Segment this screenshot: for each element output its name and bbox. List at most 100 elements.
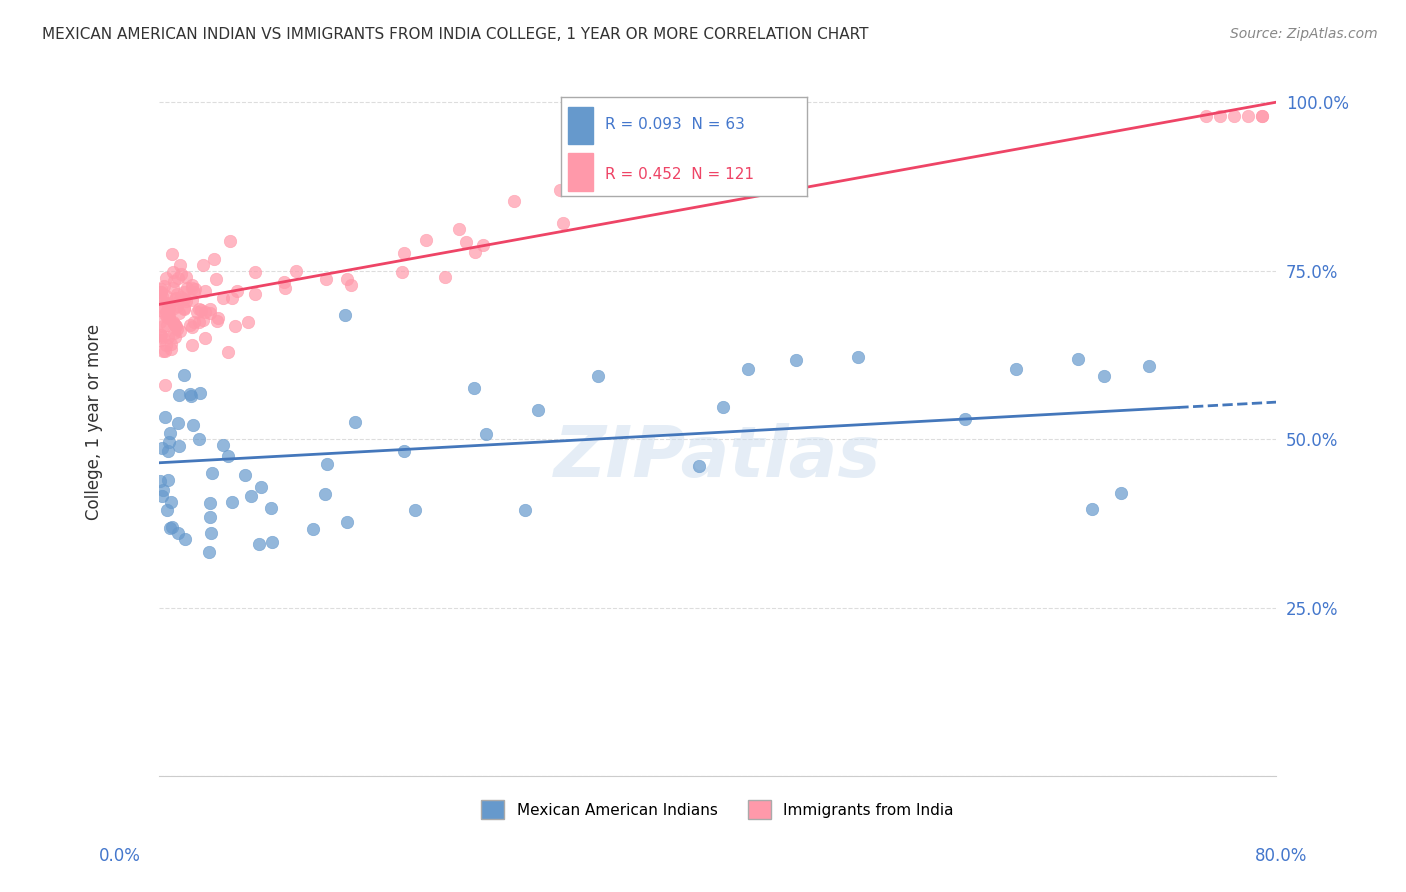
Point xyxy=(152,301,174,315)
Point xyxy=(179,318,201,333)
Point xyxy=(149,285,172,300)
Point xyxy=(336,272,359,286)
Point xyxy=(391,265,413,279)
Point xyxy=(157,311,180,326)
Point xyxy=(207,310,229,325)
Point xyxy=(273,275,295,289)
Text: Source: ZipAtlas.com: Source: ZipAtlas.com xyxy=(1230,27,1378,41)
Point xyxy=(953,412,976,426)
Point xyxy=(243,287,266,301)
Point xyxy=(240,489,263,503)
Point xyxy=(250,479,273,493)
Point xyxy=(688,458,710,473)
Point xyxy=(181,281,204,295)
Point xyxy=(188,302,211,317)
Point xyxy=(162,281,184,295)
Y-axis label: College, 1 year or more: College, 1 year or more xyxy=(86,325,103,520)
Point xyxy=(187,315,209,329)
Point xyxy=(225,284,247,298)
Point xyxy=(165,318,187,333)
Point xyxy=(472,237,495,252)
Point xyxy=(184,282,207,296)
Point xyxy=(152,344,174,359)
Point xyxy=(1237,109,1260,123)
Text: 80.0%: 80.0% xyxy=(1256,847,1308,865)
Point xyxy=(179,387,201,401)
Point xyxy=(153,378,176,392)
Point xyxy=(190,385,212,400)
Point xyxy=(149,315,172,329)
Point xyxy=(464,244,486,259)
Point xyxy=(273,281,295,295)
Point xyxy=(433,270,456,285)
Point xyxy=(217,345,239,359)
Point xyxy=(163,301,186,316)
Point xyxy=(150,489,173,503)
Point xyxy=(247,537,270,551)
Point xyxy=(315,272,337,286)
Point xyxy=(150,289,173,303)
Point xyxy=(785,352,807,367)
Point xyxy=(1139,359,1161,374)
Point xyxy=(169,306,191,320)
Point xyxy=(392,245,415,260)
Point xyxy=(167,388,190,402)
Point xyxy=(174,294,197,309)
Point xyxy=(221,495,243,509)
Point xyxy=(181,277,204,292)
Point xyxy=(157,301,180,316)
Point xyxy=(183,315,205,329)
Point xyxy=(200,496,222,510)
Point xyxy=(149,328,172,343)
Point xyxy=(149,285,172,299)
Point xyxy=(245,265,267,279)
Point xyxy=(415,233,437,247)
Point xyxy=(447,222,470,236)
Point xyxy=(260,501,283,516)
Point xyxy=(343,415,366,429)
Point xyxy=(167,417,190,431)
Point xyxy=(153,279,176,293)
Point xyxy=(301,522,323,536)
Point xyxy=(163,292,186,306)
Point xyxy=(169,258,191,272)
Point xyxy=(236,315,259,329)
Point xyxy=(194,331,217,345)
Point xyxy=(333,308,356,322)
Point xyxy=(316,457,339,471)
Point xyxy=(174,532,197,546)
Point xyxy=(194,284,217,298)
Point xyxy=(224,318,246,333)
Point xyxy=(1195,109,1218,123)
Point xyxy=(149,333,172,347)
Point xyxy=(173,301,195,315)
Point xyxy=(166,321,188,335)
Point xyxy=(149,289,172,303)
Point xyxy=(162,315,184,329)
Point xyxy=(737,362,759,376)
Point xyxy=(155,270,177,285)
Point xyxy=(167,438,190,452)
Point xyxy=(190,303,212,318)
Point xyxy=(155,305,177,319)
Point xyxy=(150,282,173,296)
Point xyxy=(160,519,183,533)
Point xyxy=(1092,369,1115,384)
Point xyxy=(156,296,179,310)
Point xyxy=(155,307,177,321)
Point xyxy=(149,288,172,302)
Point xyxy=(160,247,183,261)
Point xyxy=(155,344,177,359)
Point xyxy=(152,483,174,497)
Point xyxy=(183,285,205,299)
Point xyxy=(176,280,198,294)
Point xyxy=(285,264,308,278)
Point xyxy=(219,235,242,249)
Point xyxy=(169,324,191,338)
Point xyxy=(207,314,229,328)
Point xyxy=(153,409,176,424)
Point xyxy=(157,308,180,322)
Point xyxy=(166,299,188,313)
Point xyxy=(150,441,173,455)
Point xyxy=(212,292,235,306)
